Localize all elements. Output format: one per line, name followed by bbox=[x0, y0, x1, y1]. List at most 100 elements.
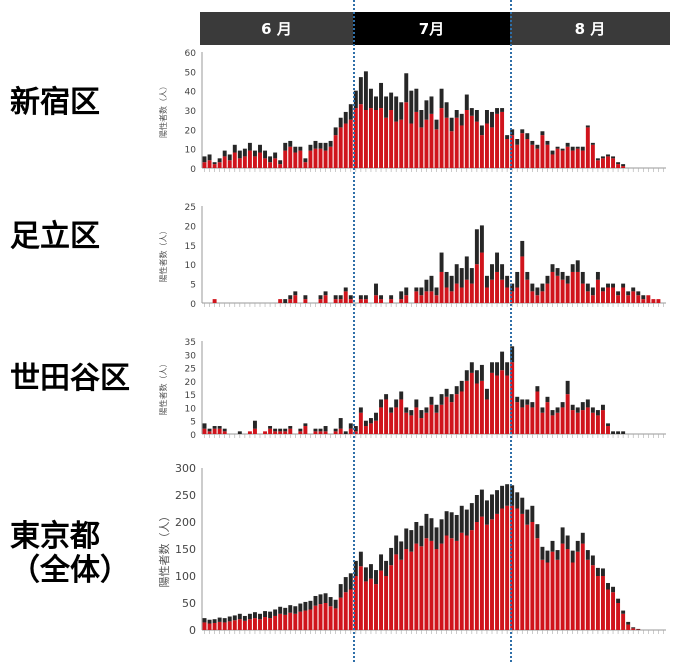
bar-red bbox=[298, 431, 303, 434]
bar-black bbox=[273, 152, 278, 159]
bar-black bbox=[530, 505, 535, 522]
bar-black bbox=[384, 560, 389, 576]
bar-red bbox=[404, 549, 409, 630]
bar-red bbox=[434, 549, 439, 630]
bar-red bbox=[227, 621, 232, 630]
bar-black bbox=[474, 495, 479, 522]
bar-red bbox=[590, 412, 595, 434]
bar-black bbox=[434, 119, 439, 130]
bar-red bbox=[595, 576, 600, 630]
bar-black bbox=[570, 146, 575, 151]
bar-red bbox=[278, 164, 283, 168]
bar-red bbox=[525, 279, 530, 303]
bar-black bbox=[590, 555, 595, 566]
bar-black bbox=[293, 146, 298, 153]
bar-red bbox=[459, 125, 464, 168]
bar-red bbox=[444, 535, 449, 630]
bar-red bbox=[585, 407, 590, 434]
bar-red bbox=[479, 516, 484, 630]
bar-black bbox=[434, 527, 439, 549]
bar-red bbox=[399, 559, 404, 630]
bar-black bbox=[479, 225, 484, 253]
y-tick-label: 5 bbox=[190, 281, 196, 291]
bar-red bbox=[575, 551, 580, 630]
bar-red bbox=[479, 252, 484, 303]
bar-black bbox=[358, 407, 363, 413]
bar-black bbox=[368, 418, 373, 424]
bar-black bbox=[490, 264, 494, 280]
bar-red bbox=[202, 162, 207, 168]
bar-black bbox=[510, 283, 515, 292]
bar-red bbox=[409, 551, 414, 630]
bar-black bbox=[530, 283, 535, 292]
bar-red bbox=[434, 412, 439, 434]
bar-red bbox=[394, 121, 399, 168]
bar-black bbox=[414, 399, 419, 408]
bar-black bbox=[585, 125, 590, 128]
bar-black bbox=[469, 108, 474, 116]
chart-shinjuku: 0 10 20 30 40 50 60 陽性者数（人） bbox=[158, 49, 666, 175]
bar-black bbox=[404, 528, 409, 549]
bar-red bbox=[484, 123, 489, 168]
bar-black bbox=[252, 150, 257, 157]
guide-line-august bbox=[510, 0, 512, 662]
bar-black bbox=[590, 287, 595, 296]
bar-black bbox=[404, 407, 409, 413]
y-tick-label: 10 bbox=[185, 146, 197, 156]
bar-red bbox=[636, 629, 641, 630]
bar-red bbox=[252, 156, 257, 168]
y-tick-label: 15 bbox=[185, 242, 196, 252]
bar-black bbox=[490, 362, 494, 373]
bar-red bbox=[379, 299, 384, 303]
bar-black bbox=[303, 601, 308, 611]
bar-red bbox=[424, 119, 429, 168]
bar-red bbox=[540, 291, 545, 303]
bar-black bbox=[459, 113, 464, 126]
bar-red bbox=[414, 291, 419, 303]
bar-red bbox=[207, 431, 212, 434]
bar-black bbox=[429, 396, 434, 405]
bar-black bbox=[545, 550, 550, 563]
bar-black bbox=[611, 156, 616, 159]
bar-red bbox=[479, 380, 484, 434]
bar-red bbox=[444, 117, 449, 168]
bar-red bbox=[323, 295, 328, 303]
bar-red bbox=[237, 619, 242, 630]
bar-red bbox=[379, 108, 384, 168]
bar-red bbox=[419, 127, 424, 168]
bar-red bbox=[348, 589, 353, 630]
bar-red bbox=[459, 532, 464, 630]
bar-red bbox=[580, 150, 585, 168]
bar-black bbox=[389, 407, 394, 413]
bar-black bbox=[353, 426, 358, 432]
bar-red bbox=[308, 150, 313, 168]
bar-black bbox=[479, 125, 484, 136]
bar-black bbox=[449, 117, 454, 132]
bar-black bbox=[540, 131, 545, 136]
bar-black bbox=[278, 606, 283, 614]
bar-red bbox=[288, 428, 293, 434]
bar-red bbox=[585, 291, 590, 303]
bar-black bbox=[484, 110, 489, 124]
bar-red bbox=[348, 119, 353, 168]
bar-red bbox=[545, 402, 550, 434]
bar-red bbox=[606, 156, 610, 168]
bar-red bbox=[308, 609, 313, 630]
bar-black bbox=[348, 104, 353, 120]
bar-red bbox=[303, 610, 308, 630]
bar-black bbox=[585, 399, 590, 408]
bar-red bbox=[414, 407, 419, 434]
bar-black bbox=[474, 229, 479, 265]
bar-black bbox=[303, 295, 308, 300]
bar-black bbox=[252, 420, 257, 429]
bar-red bbox=[530, 522, 535, 630]
bar-black bbox=[606, 283, 610, 288]
bar-red bbox=[535, 295, 540, 303]
bar-red bbox=[313, 148, 318, 168]
bar-red bbox=[636, 295, 641, 303]
bar-black bbox=[454, 386, 459, 395]
y-tick-label: 5 bbox=[190, 418, 196, 428]
bar-red bbox=[454, 117, 459, 168]
y-axis-label: 陽性者数（人） bbox=[158, 227, 168, 283]
bar-black bbox=[268, 156, 273, 163]
